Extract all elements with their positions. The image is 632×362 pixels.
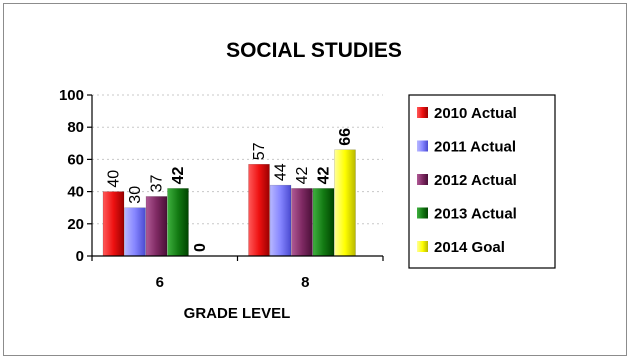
legend-swatch	[417, 241, 428, 252]
y-tick-label: 0	[76, 248, 84, 265]
legend-box	[408, 94, 556, 269]
bar-2013-actual-grade-8	[312, 188, 335, 257]
bar-2010-actual-grade-6	[102, 191, 125, 257]
legend-swatch	[417, 207, 428, 219]
data-label: 42	[170, 166, 187, 184]
bar-2013-actual-grade-6	[167, 188, 189, 257]
data-label: 0	[192, 243, 209, 252]
bar-2012-actual-grade-8	[291, 188, 313, 257]
x-axis-title: GRADE LEVEL	[184, 305, 291, 322]
data-label: 37	[149, 175, 166, 193]
y-tick-label: 60	[67, 151, 84, 168]
data-label: 57	[251, 142, 268, 160]
chart-title: SOCIAL STUDIES	[226, 39, 402, 62]
legend-swatch	[417, 140, 428, 152]
legend-label: 2013 Actual	[434, 206, 517, 223]
y-tick-label: 80	[67, 119, 84, 136]
data-label: 42	[294, 166, 311, 184]
bar-2014-goal-grade-8	[334, 149, 356, 257]
legend-label: 2012 Actual	[434, 172, 517, 189]
gridlines	[92, 94, 383, 225]
bars	[102, 149, 356, 257]
data-label: 66	[337, 128, 354, 146]
data-label: 42	[316, 166, 333, 184]
y-ticks: 0 20 40 60 80 100	[59, 87, 92, 265]
legend-label: 2014 Goal	[434, 239, 505, 256]
bar-2012-actual-grade-6	[145, 196, 168, 257]
legend: 2010 Actual 2011 Actual 2012 Actual 2013 Ac…	[417, 105, 517, 256]
x-tick-label: 6	[156, 274, 164, 291]
data-label: 44	[273, 163, 290, 181]
legend-label: 2010 Actual	[434, 105, 517, 122]
y-tick-label: 40	[67, 184, 84, 201]
y-tick-label: 20	[67, 216, 84, 233]
x-tick-label: 8	[301, 274, 309, 291]
legend-label: 2011 Actual	[434, 139, 516, 156]
bar-2011-actual-grade-6	[124, 207, 146, 257]
bar-2011-actual-grade-8	[269, 184, 292, 257]
bar-2010-actual-grade-8	[248, 163, 270, 257]
data-label: 30	[127, 186, 144, 204]
y-tick-label: 100	[59, 87, 84, 104]
data-label: 40	[106, 170, 123, 188]
legend-swatch	[417, 174, 428, 185]
legend-swatch	[417, 107, 428, 118]
